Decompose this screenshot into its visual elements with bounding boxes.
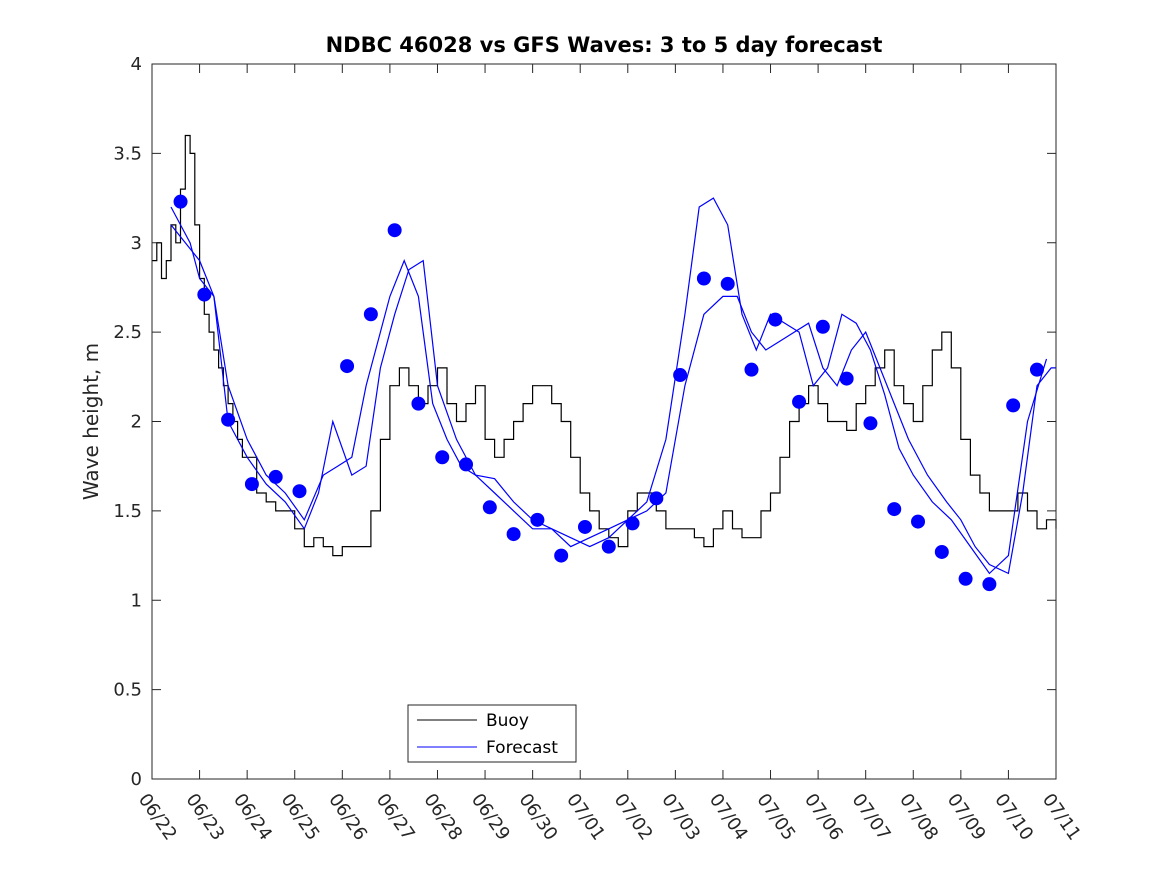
forecast-marker <box>625 516 640 531</box>
forecast-marker <box>887 502 902 517</box>
forecast-marker <box>482 500 497 515</box>
forecast-marker <box>340 359 355 374</box>
forecast-marker <box>554 548 569 563</box>
forecast-marker <box>911 514 926 529</box>
forecast-marker <box>387 223 402 238</box>
forecast-marker <box>982 577 997 592</box>
forecast-marker <box>506 527 521 542</box>
forecast-marker <box>459 457 474 472</box>
forecast-markers <box>173 194 1044 592</box>
series-layer <box>152 134 1057 575</box>
y-tick-label: 2 <box>131 412 142 433</box>
forecast-series-line-1 <box>170 206 1056 575</box>
forecast-marker <box>1029 362 1044 377</box>
forecast-marker <box>435 450 450 465</box>
legend-box <box>407 704 577 763</box>
forecast-marker <box>173 194 188 209</box>
y-tick-label: 3 <box>131 233 142 254</box>
forecast-marker <box>863 416 878 431</box>
legend-forecast-label: Forecast <box>486 738 558 758</box>
y-axis-ticks: 0 0.5 1 1.5 2 2.5 3 3.5 4 <box>113 54 1056 790</box>
forecast-marker <box>934 544 949 559</box>
forecast-marker <box>221 412 236 427</box>
plot-frame <box>151 63 1057 780</box>
y-tick-label: 1.5 <box>113 501 142 522</box>
forecast-series-line-2 <box>170 197 1048 575</box>
forecast-marker <box>530 512 545 527</box>
forecast-marker <box>292 484 307 499</box>
forecast-marker <box>839 371 854 386</box>
buoy-series-line <box>152 134 1057 557</box>
forecast-marker <box>268 469 283 484</box>
forecast-marker <box>197 287 212 302</box>
forecast-marker <box>1006 398 1021 413</box>
forecast-marker <box>244 477 259 492</box>
y-tick-label: 4 <box>131 54 142 75</box>
forecast-marker <box>363 307 378 322</box>
y-tick-label: 1 <box>131 590 142 611</box>
legend-buoy-label: Buoy <box>486 711 529 731</box>
forecast-marker <box>696 271 711 286</box>
forecast-marker <box>673 368 688 383</box>
chart-title: NDBC 46028 vs GFS Waves: 3 to 5 day fore… <box>326 33 883 57</box>
forecast-marker <box>792 394 807 409</box>
y-axis-label: Wave height, m <box>79 343 103 500</box>
forecast-marker <box>649 491 664 506</box>
forecast-marker <box>601 539 616 554</box>
legend: Buoy Forecast <box>407 704 577 763</box>
forecast-marker <box>768 312 783 327</box>
forecast-marker <box>958 571 973 586</box>
forecast-marker <box>720 276 735 291</box>
y-tick-label: 2.5 <box>113 322 142 343</box>
forecast-marker <box>744 362 759 377</box>
forecast-marker <box>815 319 830 334</box>
forecast-marker <box>577 519 592 534</box>
forecast-marker <box>411 396 426 411</box>
y-tick-label: 0.5 <box>113 680 142 701</box>
plot-area <box>152 64 1056 779</box>
y-tick-label: 0 <box>131 769 142 790</box>
y-tick-label: 3.5 <box>113 143 142 164</box>
